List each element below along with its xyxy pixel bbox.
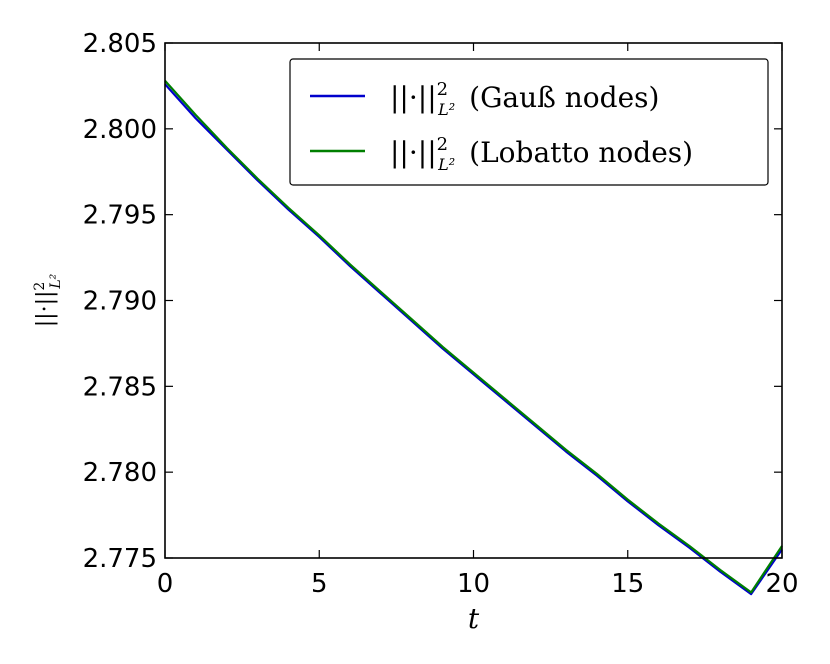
series-line-gauss [164, 83, 783, 596]
y-tick-label: 2.805 [83, 29, 157, 59]
ticks: 0 5 10 15 20 2.775 2.780 2.785 2.790 2.795 2.800 2.… [83, 29, 799, 599]
axis-labels: t ||·||2L² [32, 273, 480, 635]
y-tick-label: 2.785 [83, 372, 157, 402]
legend-box [289, 58, 769, 186]
y-tick-label: 2.775 [83, 544, 157, 574]
legend-label-lobatto: ||·||2 L² (Lobatto nodes) [390, 134, 693, 174]
y-tick-label: 2.780 [83, 458, 157, 488]
x-tick-label: 5 [311, 569, 328, 599]
x-tick-label: 10 [457, 569, 490, 599]
y-tick-label: 2.790 [83, 287, 157, 317]
series-layer [164, 80, 783, 596]
x-tick-label: 15 [611, 569, 644, 599]
legend: ||·||2 L² (Gauß nodes) ||·||2 L² (Lobatto nod… [289, 58, 769, 186]
x-axis-label: t [468, 602, 480, 635]
legend-label-gauss: ||·||2 L² (Gauß nodes) [390, 79, 659, 119]
x-tick-label: 20 [765, 569, 798, 599]
y-tick-label: 2.795 [83, 201, 157, 231]
series-line-lobatto [164, 80, 783, 594]
y-axis-label: ||·||2L² [32, 273, 64, 327]
y-tick-label: 2.800 [83, 115, 157, 145]
x-tick-label: 0 [157, 569, 174, 599]
